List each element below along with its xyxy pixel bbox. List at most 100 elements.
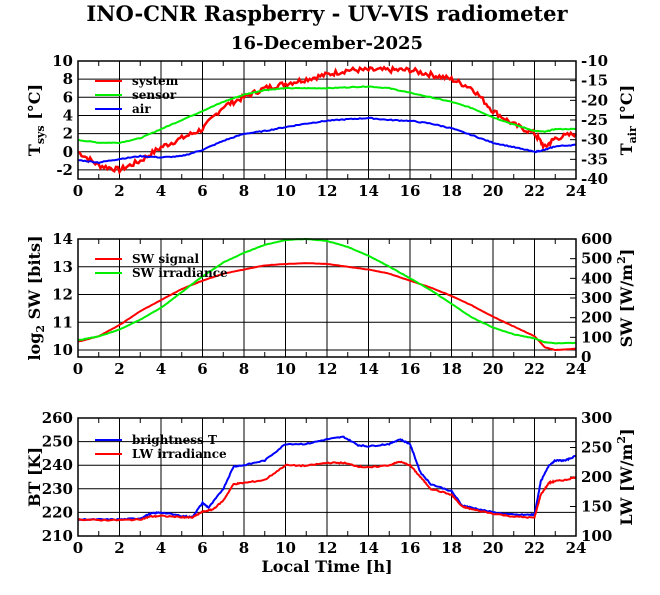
series-line-sensor — [77, 85, 577, 145]
legend-label: air — [132, 102, 151, 116]
x-tick-label: 0 — [73, 539, 83, 557]
legend-label: SW signal — [132, 252, 200, 266]
y2-tick-label: -20 — [581, 91, 608, 109]
y-tick-label: 0 — [63, 143, 73, 161]
y2-tick-label: 600 — [581, 230, 612, 248]
x-tick-label: 12 — [317, 182, 338, 200]
y2-tick-label: 0 — [581, 348, 591, 366]
y2-axis-label: SW [W/m2] — [615, 249, 636, 348]
y-tick-label: 230 — [42, 480, 73, 498]
x-tick-label: 20 — [483, 360, 504, 378]
y2-tick-label: -25 — [581, 111, 608, 129]
x-tick-label: 22 — [524, 539, 545, 557]
y2-tick-label: 200 — [581, 309, 612, 327]
x-tick-label: 10 — [275, 539, 296, 557]
x-tick-label: 18 — [441, 539, 462, 557]
x-tick-label: 22 — [524, 182, 545, 200]
y-axis-label: log2 SW [bits] — [25, 235, 47, 360]
y2-tick-label: -40 — [581, 170, 608, 188]
plot-frame — [77, 60, 577, 180]
y-tick-label: 8 — [63, 70, 73, 88]
y2-tick-label: -30 — [581, 131, 608, 149]
x-tick-label: 4 — [156, 539, 166, 557]
plot-frame — [77, 417, 577, 537]
y-tick-label: 6 — [63, 88, 73, 106]
x-tick-label: 16 — [400, 360, 421, 378]
y-tick-label: 13 — [52, 258, 73, 276]
series-line-air — [77, 116, 577, 164]
x-tick-label: 10 — [275, 360, 296, 378]
x-tick-label: 12 — [317, 360, 338, 378]
y2-tick-label: 300 — [581, 409, 612, 427]
y2-tick-label: 150 — [581, 498, 612, 516]
y-tick-label: 10 — [52, 52, 73, 70]
y-tick-label: 10 — [52, 341, 73, 359]
legend-label: system — [132, 74, 179, 88]
x-tick-label: 6 — [197, 539, 207, 557]
y-tick-label: 14 — [52, 230, 73, 248]
x-tick-label: 14 — [358, 539, 379, 557]
y-tick-label: -2 — [56, 161, 73, 179]
x-tick-label: 14 — [358, 182, 379, 200]
y2-tick-label: 400 — [581, 269, 612, 287]
y2-tick-label: -10 — [581, 52, 608, 70]
x-tick-label: 16 — [400, 539, 421, 557]
x-tick-label: 24 — [566, 539, 587, 557]
x-tick-label: 24 — [566, 360, 587, 378]
legend-label: sensor — [132, 88, 177, 102]
legend-label: SW irradiance — [132, 266, 228, 280]
x-axis-label: Local Time [h] — [261, 557, 392, 576]
legend-label: brightness T — [132, 433, 217, 447]
y2-axis-label: Tair [°C] — [617, 85, 639, 155]
y-axis-label: BT [K] — [25, 447, 44, 507]
chart-title: INO-CNR Raspberry - UV-VIS radiometer — [86, 1, 568, 26]
x-tick-label: 16 — [400, 182, 421, 200]
x-tick-label: 8 — [239, 539, 249, 557]
y-tick-label: 240 — [42, 456, 73, 474]
y-tick-label: 11 — [52, 313, 73, 331]
x-tick-label: 4 — [156, 182, 166, 200]
y-tick-label: 2 — [63, 125, 73, 143]
y2-tick-label: 250 — [581, 439, 612, 457]
series-line-sw-signal — [77, 262, 576, 352]
y2-tick-label: 500 — [581, 250, 612, 268]
y-axis-label: Tsys [°C] — [25, 84, 47, 156]
chart-subtitle: 16-December-2025 — [231, 33, 423, 54]
y2-axis-label: LW [W/m2] — [615, 428, 636, 525]
x-tick-label: 0 — [73, 182, 83, 200]
x-tick-label: 6 — [197, 182, 207, 200]
x-tick-label: 14 — [358, 360, 379, 378]
y2-tick-label: 100 — [581, 328, 612, 346]
y2-tick-label: 200 — [581, 468, 612, 486]
y-tick-label: 12 — [52, 286, 73, 304]
y2-tick-label: -15 — [581, 72, 608, 90]
x-tick-label: 6 — [197, 360, 207, 378]
x-tick-label: 0 — [73, 360, 83, 378]
y-tick-label: 4 — [63, 106, 73, 124]
legend-label: LW irradiance — [132, 447, 227, 461]
y-tick-label: 210 — [42, 527, 73, 545]
series-line-lw-irradiance — [77, 460, 577, 522]
x-tick-label: 10 — [275, 182, 296, 200]
x-tick-label: 22 — [524, 360, 545, 378]
x-tick-label: 4 — [156, 360, 166, 378]
x-tick-label: 8 — [239, 182, 249, 200]
x-tick-label: 18 — [441, 182, 462, 200]
x-tick-label: 2 — [114, 360, 124, 378]
x-tick-label: 24 — [566, 182, 587, 200]
plot-frame — [77, 238, 577, 358]
y2-tick-label: -35 — [581, 150, 608, 168]
y2-tick-label: 300 — [581, 289, 612, 307]
y-tick-label: 260 — [42, 409, 73, 427]
x-tick-label: 2 — [114, 539, 124, 557]
y2-tick-label: 100 — [581, 527, 612, 545]
x-tick-label: 20 — [483, 182, 504, 200]
series-line-sw-irradiance — [77, 238, 577, 345]
y-tick-label: 220 — [42, 503, 73, 521]
x-tick-label: 2 — [114, 182, 124, 200]
y-tick-label: 250 — [42, 433, 73, 451]
